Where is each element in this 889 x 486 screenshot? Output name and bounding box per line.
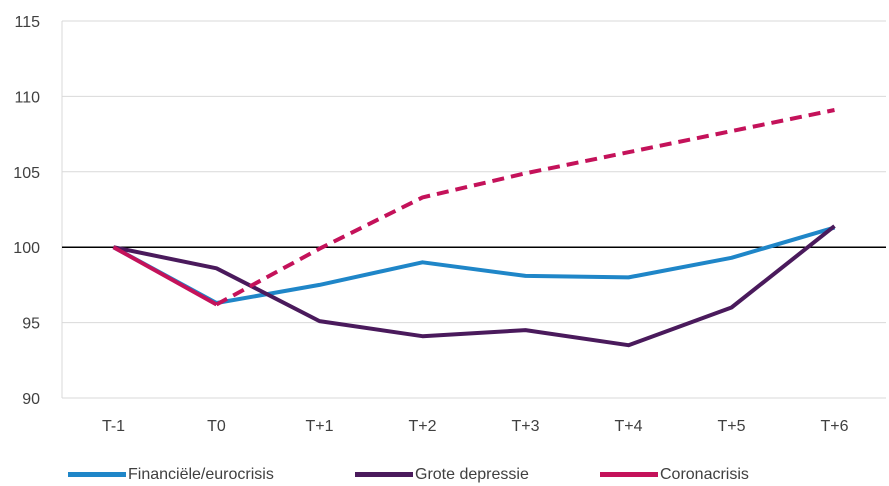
x-tick-label: T+6 [820,418,848,435]
legend-swatch [355,472,413,477]
x-tick-label: T-1 [102,418,125,435]
x-tick-label: T+2 [408,418,436,435]
series-line-3 [215,108,835,307]
series-line-2 [112,245,218,307]
gridlines [62,20,886,324]
y-tick-label: 100 [13,240,40,257]
x-tick-label: T+3 [511,418,539,435]
legend-label: Coronacrisis [660,465,749,483]
axes [61,21,886,399]
x-tick-labels: T-1 T0 T+1 T+2 T+3 T+4 T+5 T+6 [102,418,849,435]
y-tick-label: 105 [13,165,40,182]
x-tick-label: T+5 [717,418,745,435]
x-tick-label: T+1 [305,418,333,435]
y-tick-label: 115 [14,14,40,31]
x-tick-label: T0 [207,418,226,435]
line-chart: 90 95 100 105 110 115 T-1 T0 T+1 T+2 T+3 T+4 T+5 T+6 [13,14,886,435]
legend-swatch [68,472,126,477]
y-tick-label: 90 [22,391,40,408]
legend-item: Grote depressie [355,463,529,486]
legend-item: Coronacrisis [600,463,749,486]
legend-label: Financiële/eurocrisis [128,465,274,483]
legend-item: Financiële/eurocrisis [68,463,274,486]
series-line-1 [113,224,836,348]
y-tick-label: 95 [22,316,40,333]
series-line-0 [112,225,836,305]
legend: Financiële/eurocrisis Grote depressie Coro… [0,463,889,486]
x-tick-label: T+4 [614,418,642,435]
series-lines [112,108,836,348]
y-tick-labels: 90 95 100 105 110 115 [13,14,40,408]
legend-label: Grote depressie [415,465,529,483]
y-tick-label: 110 [14,89,40,106]
legend-swatch [600,472,658,477]
